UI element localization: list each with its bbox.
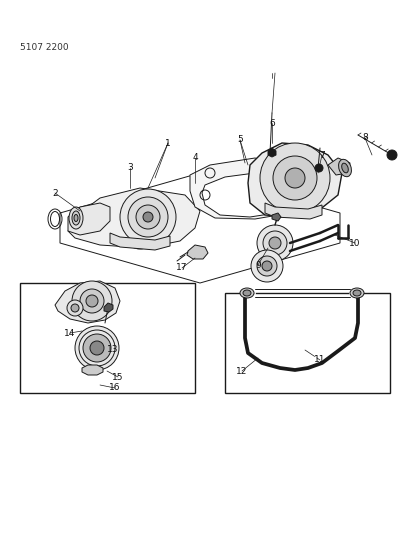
Text: 12: 12 xyxy=(236,367,247,376)
Circle shape xyxy=(128,197,168,237)
Circle shape xyxy=(80,289,104,313)
Polygon shape xyxy=(271,213,280,221)
Text: 5: 5 xyxy=(236,135,242,144)
Circle shape xyxy=(143,212,153,222)
Polygon shape xyxy=(189,158,309,219)
Circle shape xyxy=(259,143,329,213)
Circle shape xyxy=(75,326,119,370)
Circle shape xyxy=(71,304,79,312)
Text: 14: 14 xyxy=(64,328,76,337)
Text: 11: 11 xyxy=(313,356,325,365)
Text: 4: 4 xyxy=(192,154,197,163)
Circle shape xyxy=(83,334,111,362)
Text: 17: 17 xyxy=(176,263,187,272)
Circle shape xyxy=(72,281,112,321)
Polygon shape xyxy=(104,303,113,312)
Circle shape xyxy=(262,231,286,255)
Ellipse shape xyxy=(352,290,360,296)
Circle shape xyxy=(272,156,316,200)
Polygon shape xyxy=(110,233,170,250)
Polygon shape xyxy=(187,245,207,259)
Circle shape xyxy=(261,261,271,271)
Ellipse shape xyxy=(349,288,363,298)
Ellipse shape xyxy=(239,288,254,298)
Circle shape xyxy=(268,237,280,249)
Text: 9: 9 xyxy=(254,261,260,270)
Ellipse shape xyxy=(69,207,83,229)
Ellipse shape xyxy=(341,163,348,173)
Circle shape xyxy=(256,225,292,261)
Text: 16: 16 xyxy=(109,384,121,392)
Text: 15: 15 xyxy=(112,373,124,382)
Text: 2: 2 xyxy=(52,189,58,198)
Ellipse shape xyxy=(243,290,250,296)
Polygon shape xyxy=(82,365,103,375)
Text: 10: 10 xyxy=(348,238,360,247)
Ellipse shape xyxy=(74,214,78,222)
Text: 1: 1 xyxy=(165,139,171,148)
Circle shape xyxy=(86,295,98,307)
Text: 7: 7 xyxy=(318,150,324,159)
Ellipse shape xyxy=(338,159,351,177)
Polygon shape xyxy=(202,173,293,217)
Text: 8: 8 xyxy=(361,133,367,142)
Polygon shape xyxy=(267,148,275,157)
Circle shape xyxy=(386,150,396,160)
Polygon shape xyxy=(264,203,321,219)
Polygon shape xyxy=(327,158,349,175)
Bar xyxy=(225,293,389,393)
Ellipse shape xyxy=(72,211,80,225)
Polygon shape xyxy=(68,188,200,248)
Circle shape xyxy=(284,168,304,188)
Text: 3: 3 xyxy=(127,164,133,173)
Polygon shape xyxy=(55,281,120,323)
Polygon shape xyxy=(247,143,341,217)
Text: 5107 2200: 5107 2200 xyxy=(20,43,68,52)
Circle shape xyxy=(136,205,160,229)
Circle shape xyxy=(120,189,175,245)
Circle shape xyxy=(250,250,282,282)
Text: 13: 13 xyxy=(107,345,119,354)
Circle shape xyxy=(256,256,276,276)
Circle shape xyxy=(90,341,104,355)
Polygon shape xyxy=(68,203,110,235)
Text: 6: 6 xyxy=(268,118,274,127)
Circle shape xyxy=(314,164,322,172)
Circle shape xyxy=(67,300,83,316)
Bar xyxy=(20,283,195,393)
